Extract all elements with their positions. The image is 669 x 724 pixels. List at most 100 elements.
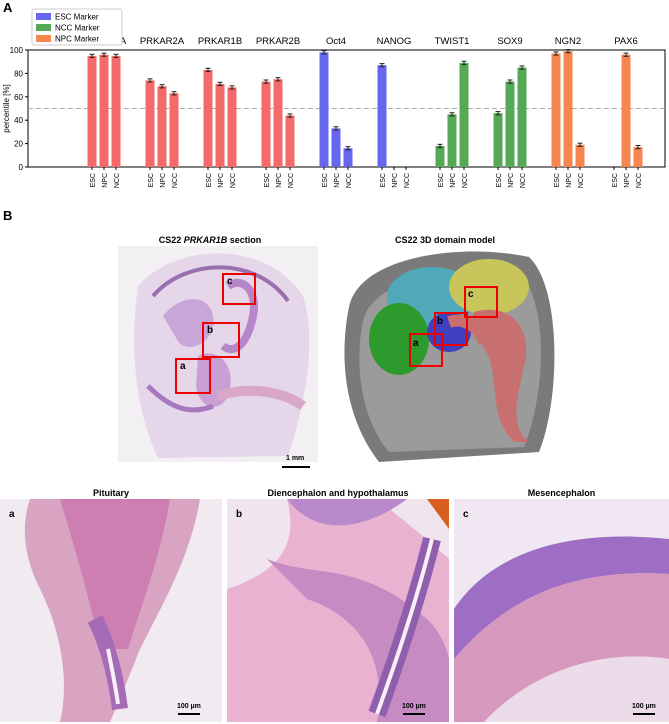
section-title: CS22 PRKAR1B section <box>115 235 305 245</box>
box-b <box>202 322 240 358</box>
bar <box>621 54 631 167</box>
x-tick-label: NCC <box>578 173 585 188</box>
section-title-prefix: CS22 <box>158 235 184 245</box>
bar <box>551 53 561 168</box>
tile-b-scale-label: 100 µm <box>402 703 426 710</box>
box-label-b: b <box>207 325 214 336</box>
x-tick-label: NPC <box>508 173 515 188</box>
chart-legend: ESC Marker NCC Marker NPC Marker <box>31 8 123 46</box>
x-tick-label: ESC <box>612 173 619 187</box>
bar <box>575 144 585 167</box>
x-tick-label: ESC <box>206 173 213 187</box>
gene-label: PRKAR1B <box>198 36 242 47</box>
bar <box>377 65 387 167</box>
gene-label: Oct4 <box>326 36 346 47</box>
x-tick-label: ESC <box>90 173 97 187</box>
y-axis-label: percentile [%] <box>2 84 11 132</box>
x-tick-label: NPC <box>334 173 341 188</box>
tile-title-a: Pituitary <box>92 488 129 498</box>
section-scale-label: 1 mm <box>286 455 305 462</box>
y-tick-label: 60 <box>14 93 23 102</box>
x-tick-label: NPC <box>392 173 399 188</box>
bar <box>493 113 503 167</box>
box-label-a: a <box>180 361 186 372</box>
gene-label: PRKAR2A <box>140 36 185 47</box>
bar <box>215 83 225 167</box>
tile-letter-a: a <box>9 509 15 520</box>
x-tick-label: NPC <box>160 173 167 188</box>
y-tick-label: 20 <box>14 140 23 149</box>
bar <box>633 147 643 167</box>
x-tick-label: NPC <box>450 173 457 188</box>
gene-label: PAX6 <box>614 36 638 47</box>
bar <box>111 55 121 167</box>
bar <box>169 93 179 167</box>
x-tick-label: ESC <box>148 173 155 187</box>
histology-section-image <box>118 246 318 462</box>
x-tick-label: NPC <box>218 173 225 188</box>
bar <box>227 87 237 167</box>
gene-label: PRKAR2B <box>256 36 300 47</box>
model-box-label-a: a <box>413 338 419 349</box>
gene-label: TWIST1 <box>435 36 470 47</box>
x-tick-label: NCC <box>636 173 643 188</box>
section-title-gene: PRKAR1B <box>183 235 228 245</box>
panel-letter-b: B <box>3 208 13 223</box>
bar <box>517 67 527 167</box>
bar <box>447 114 457 167</box>
bar <box>563 51 573 167</box>
x-tick-label: NCC <box>114 173 121 188</box>
x-tick-label: NPC <box>102 173 109 188</box>
tile-c-scale-label: 100 µm <box>632 703 656 710</box>
x-tick-label: NCC <box>346 173 353 188</box>
bar <box>157 86 167 167</box>
bar <box>435 145 445 167</box>
box-c <box>222 273 256 305</box>
tile-title-b: Diencephalon and hypothalamus <box>267 488 409 498</box>
x-tick-label: NCC <box>172 173 179 188</box>
x-tick-label: ESC <box>264 173 271 187</box>
x-tick-label: NCC <box>404 173 411 188</box>
bar <box>273 79 283 167</box>
model-title: CS22 3D domain model <box>394 235 496 245</box>
legend-label: NPC Marker <box>55 35 99 44</box>
y-tick-label: 100 <box>10 46 24 55</box>
bar <box>87 55 97 167</box>
x-tick-label: ESC <box>380 173 387 187</box>
bar <box>505 81 515 167</box>
tile-letter-b: b <box>236 509 243 520</box>
bar <box>261 81 271 167</box>
x-tick-label: ESC <box>496 173 503 187</box>
legend-swatch <box>36 24 51 31</box>
tile-a-scale-bar <box>178 713 200 715</box>
section-scale-bar <box>282 466 310 468</box>
bar <box>99 54 109 167</box>
x-tick-label: NPC <box>566 173 573 188</box>
model-box-label-b: b <box>437 316 444 327</box>
diencephalon-image <box>227 499 449 722</box>
bar <box>459 62 469 168</box>
gene-label: SOX9 <box>497 36 522 47</box>
y-tick-label: 0 <box>19 163 24 172</box>
x-tick-label: NCC <box>230 173 237 188</box>
bar <box>331 128 341 167</box>
mesencephalon-image <box>454 499 669 722</box>
tile-a-scale-label: 100 µm <box>177 703 201 710</box>
model-box-label-c: c <box>468 289 474 300</box>
x-tick-label: ESC <box>438 173 445 187</box>
y-tick-label: 80 <box>14 69 23 78</box>
x-tick-label: NPC <box>624 173 631 188</box>
tile-c-scale-bar <box>633 713 655 715</box>
legend-swatch <box>36 35 51 42</box>
tile-title-c: Mesencephalon <box>527 488 596 498</box>
bar <box>319 52 329 168</box>
x-tick-label: NCC <box>462 173 469 188</box>
panel-letter-a: A <box>3 0 13 15</box>
x-tick-label: ESC <box>322 173 329 187</box>
legend-label: NCC Marker <box>55 24 100 33</box>
bar <box>203 69 213 167</box>
tile-b-scale-bar <box>403 713 425 715</box>
section-title-suffix: section <box>227 235 262 245</box>
gene-label: NGN2 <box>555 36 581 47</box>
